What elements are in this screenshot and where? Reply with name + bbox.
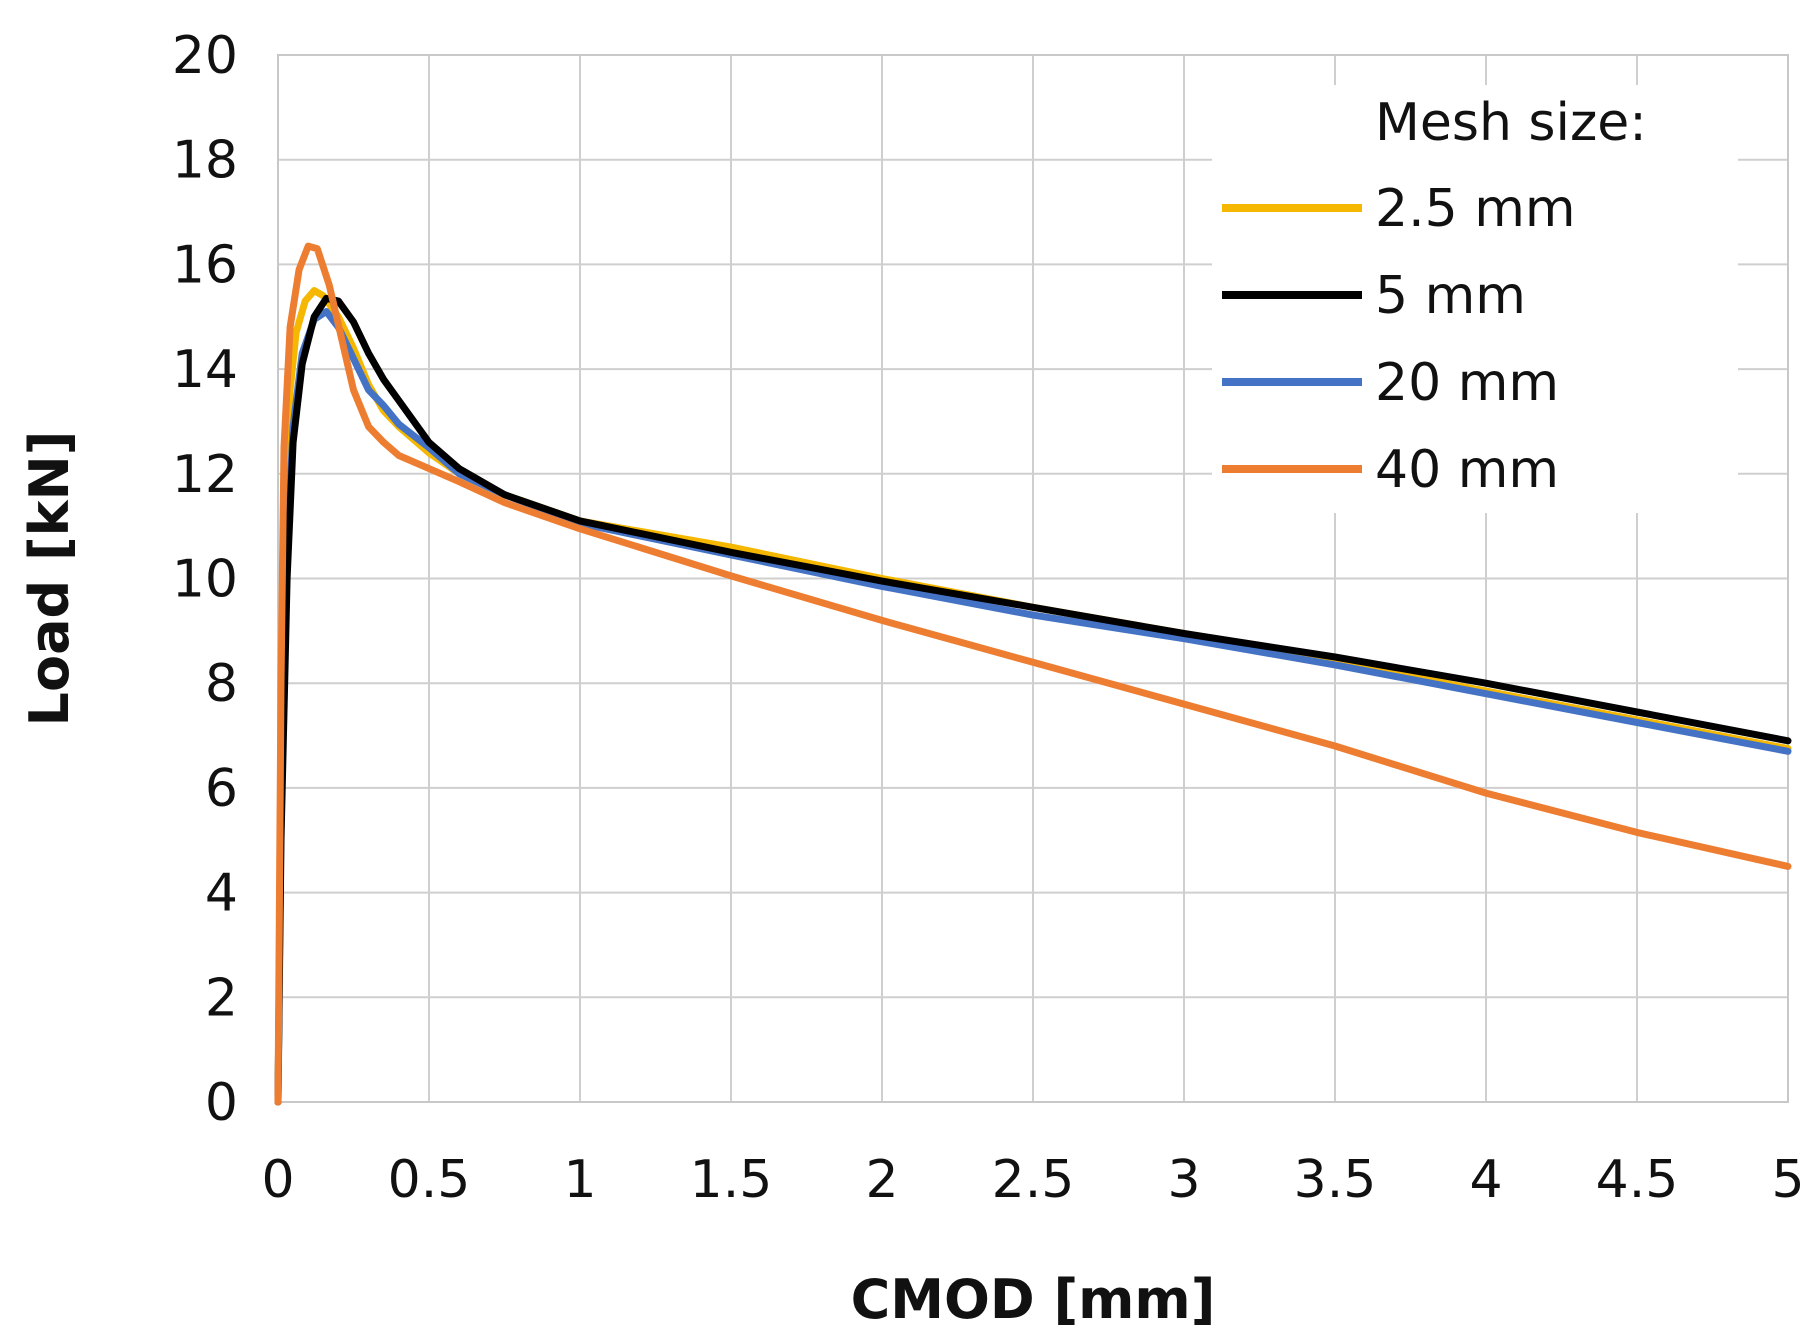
- y-tick-label: 8: [205, 654, 238, 714]
- x-axis-ticks: 0 0.5 1 1.5 2 2.5 3 3.5 4 4.5 5: [261, 1150, 1804, 1210]
- y-tick-label: 10: [172, 550, 238, 610]
- legend-label: 20 mm: [1375, 353, 1559, 413]
- x-tick-label: 2: [865, 1150, 898, 1210]
- y-tick-label: 2: [205, 968, 238, 1028]
- x-tick-label: 0: [261, 1150, 294, 1210]
- x-axis-title: CMOD [mm]: [851, 1268, 1216, 1331]
- x-tick-label: 2.5: [992, 1150, 1075, 1210]
- y-tick-label: 6: [205, 759, 238, 819]
- y-axis-title: Load [kN]: [18, 431, 81, 727]
- legend-items: 2.5 mm 5 mm 20 mm 40 mm: [1222, 179, 1576, 500]
- legend: Mesh size: 2.5 mm 5 mm 20 mm 40 mm: [1212, 85, 1738, 513]
- x-tick-label: 1.5: [690, 1150, 773, 1210]
- legend-label: 2.5 mm: [1375, 179, 1576, 239]
- series-line: [274, 294, 1792, 1106]
- x-tick-label: 4: [1469, 1150, 1502, 1210]
- x-tick-label: 3: [1167, 1150, 1200, 1210]
- y-tick-label: 0: [205, 1073, 238, 1133]
- x-tick-label: 0.5: [388, 1150, 471, 1210]
- series-lines: [274, 242, 1792, 1106]
- x-tick-label: 5: [1771, 1150, 1804, 1210]
- y-tick-label: 4: [205, 864, 238, 924]
- legend-label: 40 mm: [1375, 440, 1559, 500]
- y-tick-label: 16: [172, 235, 238, 295]
- plot-area-frame: [277, 54, 1789, 1103]
- y-tick-label: 12: [172, 445, 238, 505]
- y-tick-label: 18: [172, 131, 238, 191]
- legend-label: 5 mm: [1375, 266, 1526, 326]
- y-tick-label: 14: [172, 340, 238, 400]
- y-axis-ticks: 0 2 4 6 8 10 12 14 16 18 20: [172, 26, 238, 1133]
- y-tick-label: 20: [172, 26, 238, 86]
- x-tick-label: 4.5: [1596, 1150, 1679, 1210]
- x-tick-label: 3.5: [1294, 1150, 1377, 1210]
- series-line: [274, 242, 1792, 1106]
- legend-title: Mesh size:: [1375, 93, 1647, 153]
- x-tick-label: 1: [563, 1150, 596, 1210]
